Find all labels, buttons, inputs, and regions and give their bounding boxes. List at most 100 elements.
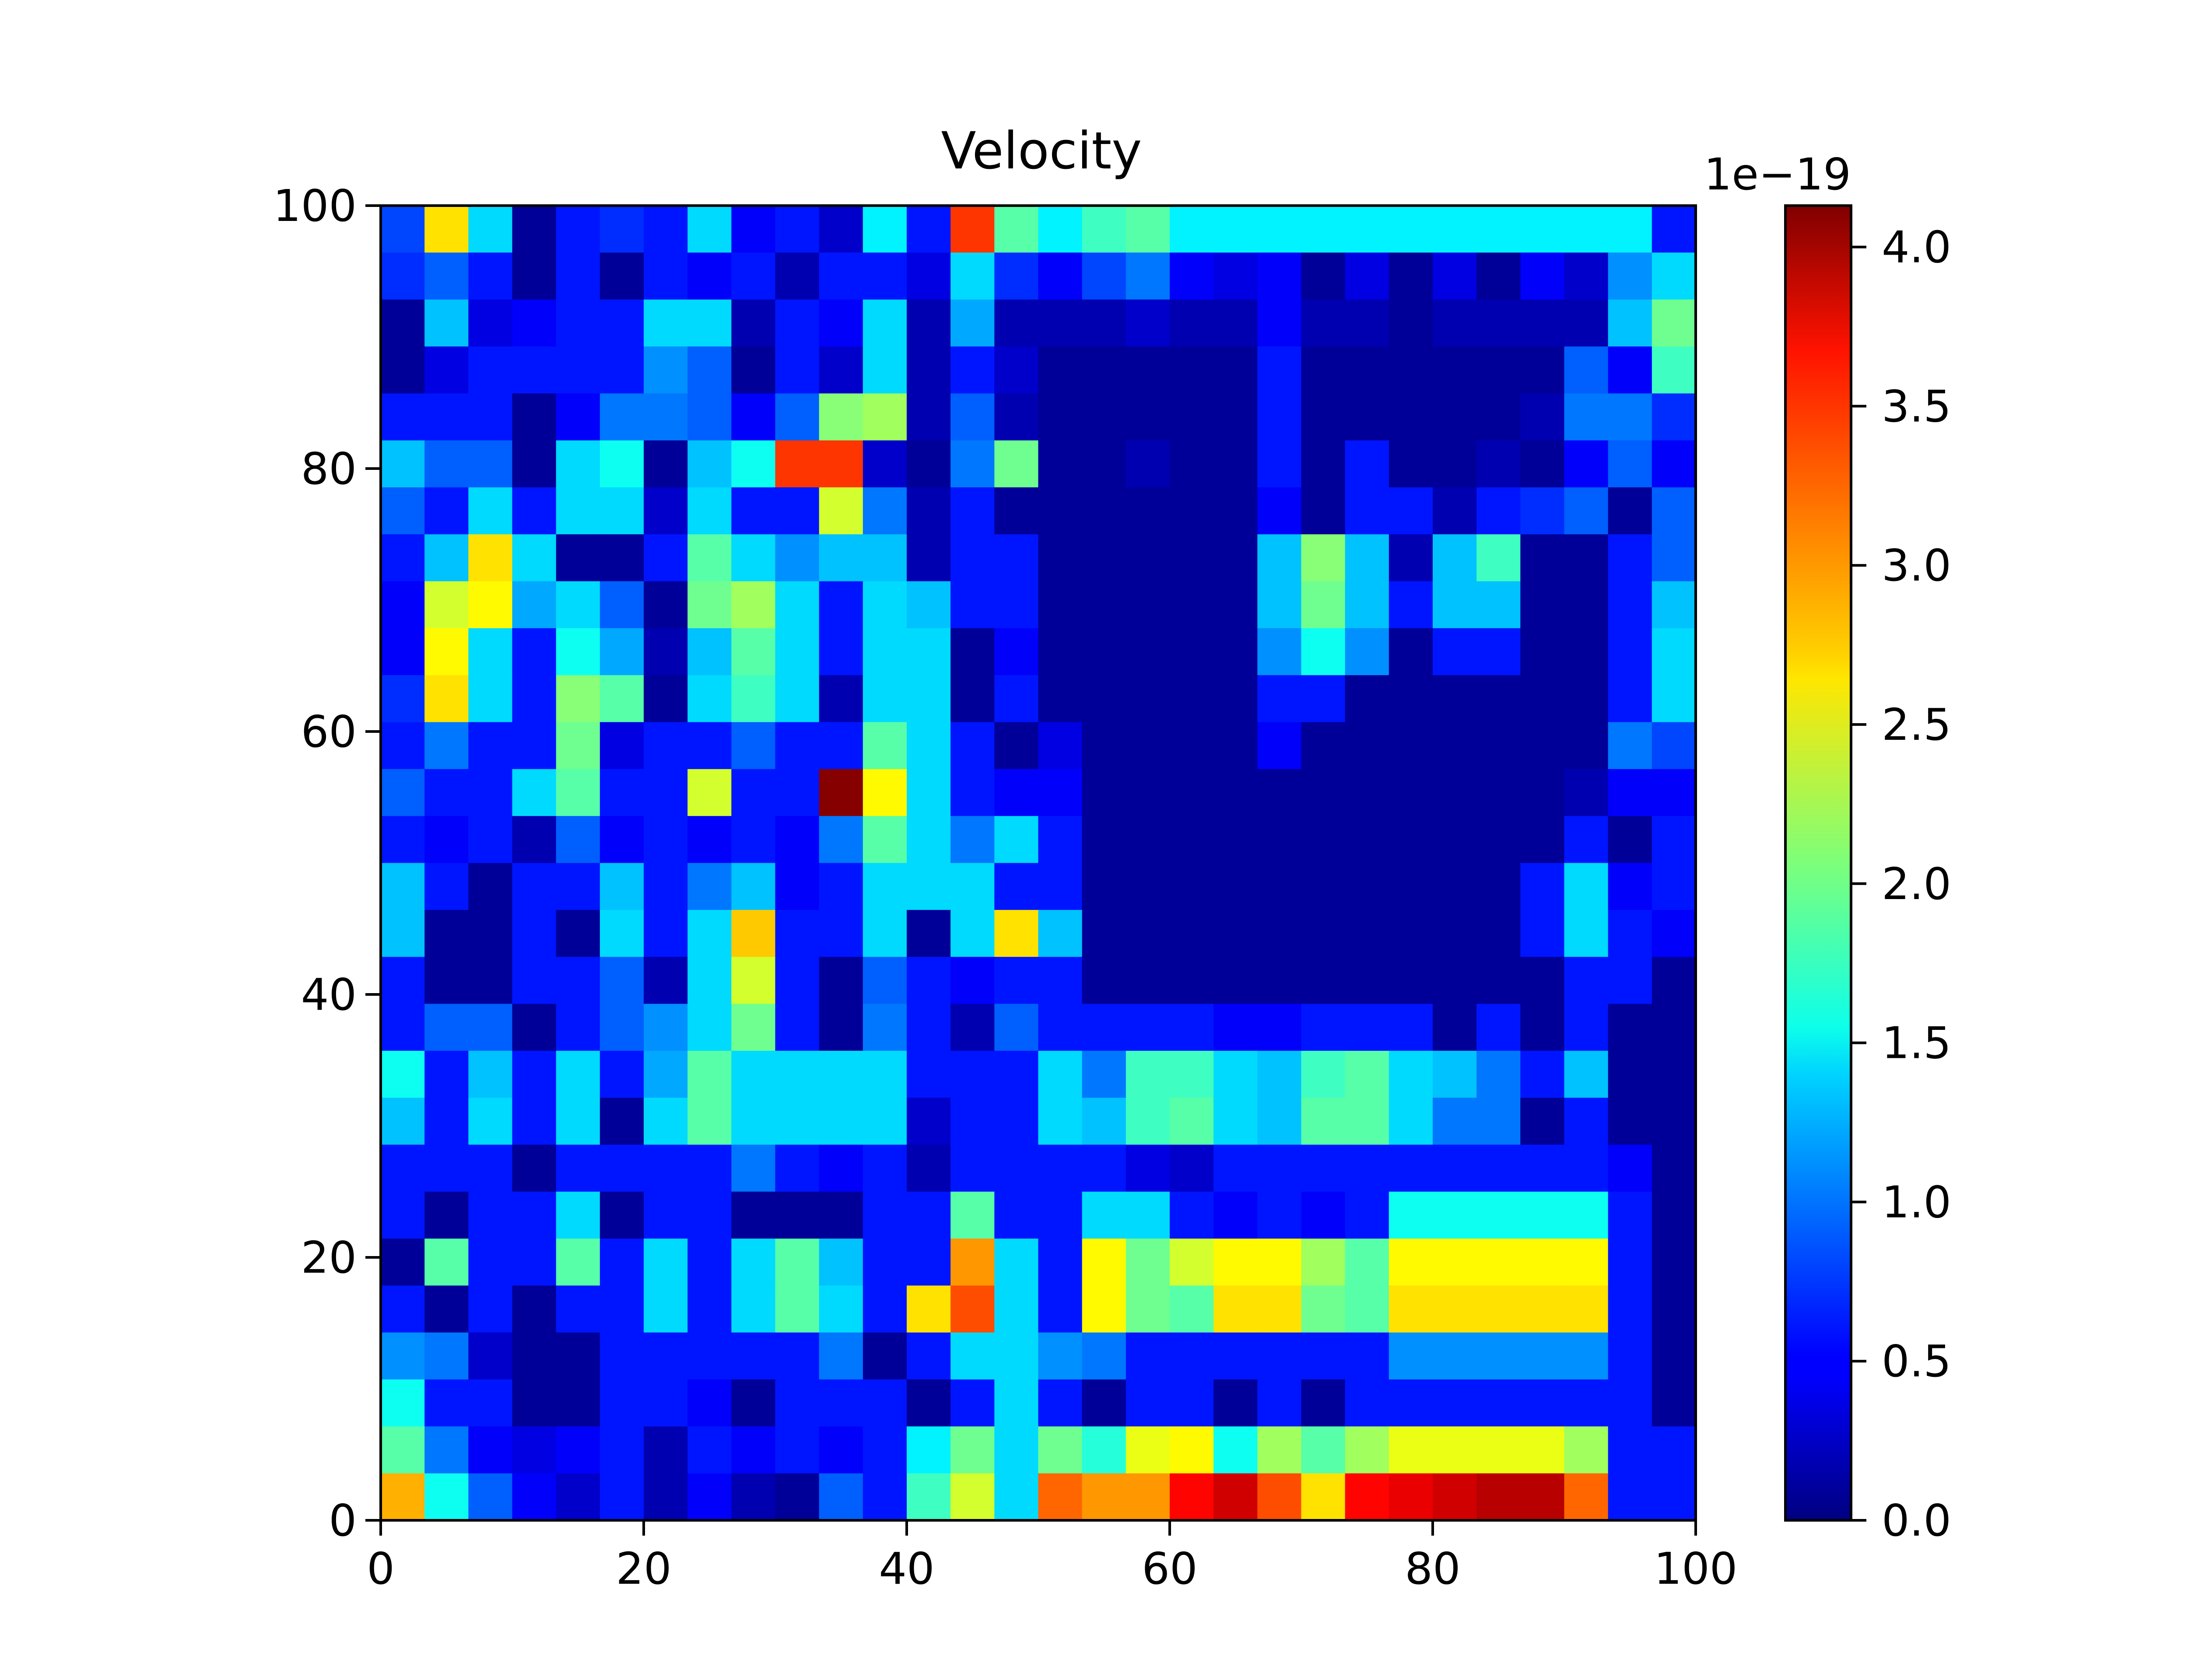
- heatmap-cell: [381, 957, 425, 1004]
- heatmap-cell: [775, 675, 820, 723]
- heatmap-cell: [1126, 1144, 1170, 1192]
- colorbar-tick-label: 3.5: [1882, 381, 1951, 432]
- heatmap-cell: [1301, 1426, 1346, 1474]
- heatmap-cell: [1476, 1144, 1521, 1192]
- heatmap-cell: [1652, 252, 1696, 300]
- heatmap-cell: [1564, 440, 1609, 488]
- heatmap-cell: [1476, 206, 1521, 253]
- heatmap-cell: [731, 206, 776, 253]
- heatmap-cell: [775, 722, 820, 770]
- heatmap-cell: [775, 1239, 820, 1286]
- heatmap-cell: [556, 816, 600, 864]
- heatmap-cell: [424, 628, 469, 676]
- heatmap-cell: [907, 206, 951, 253]
- heatmap-cell: [1608, 252, 1652, 300]
- heatmap-cell: [731, 1473, 776, 1521]
- heatmap-cell: [1257, 1050, 1302, 1099]
- heatmap-cell: [1126, 675, 1170, 723]
- heatmap-cell: [687, 863, 732, 910]
- heatmap-cell: [994, 1473, 1039, 1521]
- heatmap-cell: [731, 1285, 776, 1333]
- heatmap-cell: [1257, 440, 1302, 488]
- heatmap-cell: [1520, 1426, 1565, 1474]
- heatmap-cell: [1257, 534, 1302, 582]
- heatmap-cell: [1652, 440, 1696, 488]
- heatmap-cell: [468, 1098, 513, 1145]
- heatmap-cell: [819, 910, 863, 958]
- heatmap-cell: [950, 534, 995, 582]
- y-tick-label: 40: [301, 969, 357, 1020]
- heatmap-cell: [1476, 957, 1521, 1004]
- heatmap-cell: [863, 675, 907, 723]
- heatmap-cell: [1082, 1285, 1126, 1333]
- heatmap-cell: [1564, 1004, 1609, 1051]
- heatmap-cell: [1520, 769, 1565, 817]
- heatmap-cell: [1213, 816, 1258, 864]
- heatmap-cell: [1126, 863, 1170, 910]
- heatmap-cell: [381, 299, 425, 347]
- heatmap-cell: [950, 628, 995, 676]
- heatmap-cell: [1476, 534, 1521, 582]
- heatmap-cell: [1520, 1379, 1565, 1427]
- heatmap-cell: [424, 769, 469, 817]
- heatmap-cell: [600, 816, 644, 864]
- heatmap-cell: [907, 534, 951, 582]
- heatmap-cell: [994, 910, 1039, 958]
- colorbar: [1784, 204, 1852, 1522]
- heatmap-cell: [600, 1144, 644, 1192]
- heatmap-cell: [556, 1239, 600, 1286]
- heatmap-cell: [1038, 1144, 1083, 1192]
- heatmap-cell: [381, 346, 425, 394]
- heatmap-cell: [775, 816, 820, 864]
- heatmap-cell: [819, 863, 863, 910]
- heatmap-cell: [1082, 628, 1126, 676]
- heatmap-cell: [1652, 910, 1696, 958]
- heatmap-cell: [1520, 299, 1565, 347]
- heatmap-cell: [687, 1239, 732, 1286]
- heatmap-cell: [1433, 1379, 1477, 1427]
- heatmap-cell: [1608, 1144, 1652, 1192]
- heatmap-cell: [1257, 1379, 1302, 1427]
- heatmap-cell: [1301, 675, 1346, 723]
- heatmap-cell: [863, 769, 907, 817]
- heatmap-cell: [1564, 1285, 1609, 1333]
- heatmap-cell: [1520, 1050, 1565, 1099]
- heatmap-cell: [1564, 346, 1609, 394]
- heatmap-cell: [556, 346, 600, 394]
- heatmap-cell: [644, 628, 688, 676]
- heatmap-cell: [994, 1239, 1039, 1286]
- heatmap-cell: [1126, 1191, 1170, 1239]
- heatmap-cell: [1257, 722, 1302, 770]
- heatmap-cell: [731, 722, 776, 770]
- heatmap-cell: [1608, 487, 1652, 535]
- heatmap-cell: [731, 252, 776, 300]
- heatmap-cell: [775, 1473, 820, 1521]
- heatmap-cell: [1257, 1098, 1302, 1145]
- heatmap-cell: [994, 863, 1039, 910]
- heatmap-cell: [1652, 1426, 1696, 1474]
- heatmap-cell: [1038, 1379, 1083, 1427]
- heatmap-cell: [1345, 1426, 1389, 1474]
- heatmap-cell: [775, 393, 820, 441]
- heatmap-cell: [994, 487, 1039, 535]
- heatmap-cell: [600, 1098, 644, 1145]
- heatmap-cell: [819, 1004, 863, 1051]
- heatmap-cell: [468, 440, 513, 488]
- heatmap-cell: [907, 581, 951, 629]
- heatmap-cell: [731, 1332, 776, 1380]
- heatmap-cell: [687, 346, 732, 394]
- heatmap-cell: [1608, 1426, 1652, 1474]
- heatmap-cell: [1126, 722, 1170, 770]
- heatmap-cell: [381, 675, 425, 723]
- heatmap-cell: [1170, 1426, 1214, 1474]
- heatmap-cell: [1389, 299, 1433, 347]
- heatmap-cell: [381, 722, 425, 770]
- heatmap-cell: [863, 1473, 907, 1521]
- heatmap-cell: [600, 1426, 644, 1474]
- heatmap-cell: [1433, 1285, 1477, 1333]
- heatmap-cell: [556, 252, 600, 300]
- heatmap-cell: [950, 440, 995, 488]
- heatmap-cell: [1476, 769, 1521, 817]
- heatmap-cell: [1652, 957, 1696, 1004]
